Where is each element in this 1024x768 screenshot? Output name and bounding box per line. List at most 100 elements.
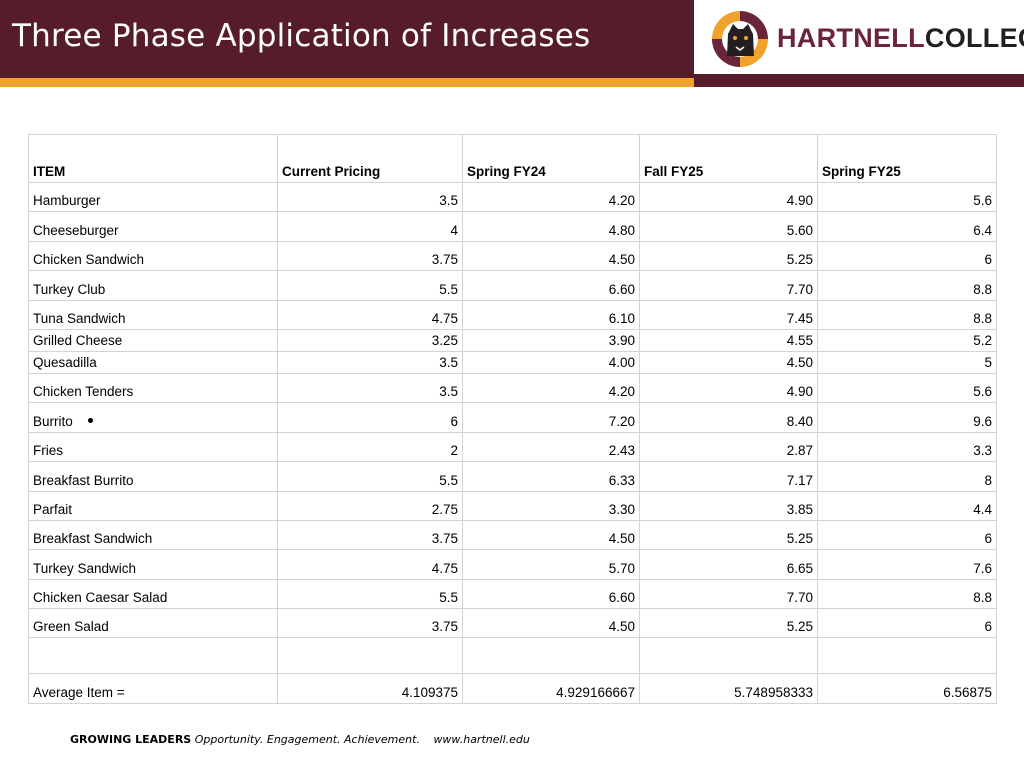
footer: GROWING LEADERS Opportunity. Engagement.… — [70, 733, 530, 746]
spring-fy25-price: 5 — [817, 350, 997, 374]
average-spring-fy24: 4.929166667 — [462, 673, 640, 704]
current-price: 3.5 — [277, 372, 463, 404]
spring-fy25-price: 5.2 — [817, 328, 997, 352]
fall-fy25-price: 6.65 — [639, 549, 818, 580]
current-price: 5.5 — [277, 270, 463, 301]
spring-fy25-price: 6 — [817, 240, 997, 272]
column-header-current-pricing: Current Pricing — [277, 134, 463, 183]
current-price: 3.75 — [277, 519, 463, 551]
table-row: Cheeseburger 4 4.80 5.60 6.4 — [28, 211, 997, 242]
footer-tagline: Opportunity. Engagement. Achievement. — [194, 733, 420, 746]
fall-fy25-price: 5.25 — [639, 608, 818, 639]
spring-fy24-price: 4.50 — [462, 519, 640, 551]
fall-fy25-price: 4.90 — [639, 372, 818, 404]
fall-fy25-price: 8.40 — [639, 402, 818, 433]
spring-fy25-price: 8.8 — [817, 578, 997, 610]
footer-growing-leaders: GROWING LEADERS — [70, 733, 192, 746]
table-row: Breakfast Sandwich 3.75 4.50 5.25 6 — [28, 519, 997, 551]
fall-fy25-price: 3.85 — [639, 490, 818, 521]
item-name: Cheeseburger — [28, 211, 278, 242]
empty-row — [28, 637, 997, 675]
table-row: Turkey Sandwich 4.75 5.70 6.65 7.6 — [28, 549, 997, 580]
spring-fy25-price: 6 — [817, 519, 997, 551]
average-row: Average Item = 4.109375 4.929166667 5.74… — [28, 673, 997, 704]
item-name: Burrito — [28, 402, 278, 433]
item-name: Turkey Club — [28, 270, 278, 301]
table-row: Chicken Sandwich 3.75 4.50 5.25 6 — [28, 240, 997, 272]
current-price: 3.75 — [277, 608, 463, 639]
table-row: Tuna Sandwich 4.75 6.10 7.45 8.8 — [28, 299, 997, 330]
table-row: Breakfast Burrito 5.5 6.33 7.17 8 — [28, 461, 997, 492]
table-row: Green Salad 3.75 4.50 5.25 6 — [28, 608, 997, 639]
spring-fy24-price: 7.20 — [462, 402, 640, 433]
spring-fy25-price: 6.4 — [817, 211, 997, 242]
spring-fy25-price: 4.4 — [817, 490, 997, 521]
item-name: Chicken Caesar Salad — [28, 578, 278, 610]
header-band — [0, 0, 694, 78]
spring-fy25-price: 8.8 — [817, 299, 997, 330]
spring-fy25-price: 3.3 — [817, 431, 997, 463]
item-name: Breakfast Burrito — [28, 461, 278, 492]
average-current: 4.109375 — [277, 673, 463, 704]
item-name: Hamburger — [28, 181, 278, 213]
table-header-row: ITEM Current Pricing Spring FY24 Fall FY… — [28, 134, 997, 183]
fall-fy25-price: 4.50 — [639, 350, 818, 374]
table-row: Burrito 6 7.20 8.40 9.6 — [28, 402, 997, 433]
spring-fy24-price: 6.33 — [462, 461, 640, 492]
fall-fy25-price: 5.25 — [639, 519, 818, 551]
table-row: Hamburger 3.5 4.20 4.90 5.6 — [28, 181, 997, 213]
column-header-fall-fy25: Fall FY25 — [639, 134, 818, 183]
spring-fy25-price: 5.6 — [817, 372, 997, 404]
average-fall-fy25: 5.748958333 — [639, 673, 818, 704]
bullet-dot-icon — [88, 418, 93, 423]
header-right-band — [694, 74, 1024, 87]
spring-fy24-price: 4.20 — [462, 372, 640, 404]
current-price: 2 — [277, 431, 463, 463]
item-name: Grilled Cheese — [28, 328, 278, 352]
table-row: Quesadilla 3.5 4.00 4.50 5 — [28, 350, 997, 374]
fall-fy25-price: 7.45 — [639, 299, 818, 330]
fall-fy25-price: 5.60 — [639, 211, 818, 242]
spring-fy24-price: 2.43 — [462, 431, 640, 463]
current-price: 4 — [277, 211, 463, 242]
spring-fy24-price: 4.80 — [462, 211, 640, 242]
table-row: Parfait 2.75 3.30 3.85 4.4 — [28, 490, 997, 521]
spring-fy25-price: 8 — [817, 461, 997, 492]
column-header-spring-fy24: Spring FY24 — [462, 134, 640, 183]
orange-rule — [0, 78, 694, 87]
fall-fy25-price: 2.87 — [639, 431, 818, 463]
footer-url[interactable]: www.hartnell.edu — [433, 733, 530, 746]
fall-fy25-price: 5.25 — [639, 240, 818, 272]
item-name: Tuna Sandwich — [28, 299, 278, 330]
table-row: Chicken Tenders 3.5 4.20 4.90 5.6 — [28, 372, 997, 404]
current-price: 3.5 — [277, 181, 463, 213]
spring-fy24-price: 6.60 — [462, 270, 640, 301]
spring-fy24-price: 6.10 — [462, 299, 640, 330]
current-price: 5.5 — [277, 461, 463, 492]
spring-fy24-price: 4.20 — [462, 181, 640, 213]
current-price: 3.5 — [277, 350, 463, 374]
logo-wordmark: HARTNELLCOLLEGE — [777, 23, 1024, 54]
item-name: Fries — [28, 431, 278, 463]
fall-fy25-price: 4.90 — [639, 181, 818, 213]
spring-fy24-price: 3.30 — [462, 490, 640, 521]
page-title: Three Phase Application of Increases — [12, 18, 591, 54]
item-name: Quesadilla — [28, 350, 278, 374]
spring-fy24-price: 3.90 — [462, 328, 640, 352]
item-name: Parfait — [28, 490, 278, 521]
current-price: 5.5 — [277, 578, 463, 610]
average-spring-fy25: 6.56875 — [817, 673, 997, 704]
item-name: Green Salad — [28, 608, 278, 639]
fall-fy25-price: 4.55 — [639, 328, 818, 352]
item-name: Chicken Sandwich — [28, 240, 278, 272]
logo-text-hartnell: HARTNELL — [777, 23, 925, 53]
spring-fy24-price: 4.50 — [462, 240, 640, 272]
current-price: 4.75 — [277, 299, 463, 330]
spring-fy24-price: 4.00 — [462, 350, 640, 374]
current-price: 3.75 — [277, 240, 463, 272]
hartnell-logo: HARTNELLCOLLEGE — [706, 8, 1024, 70]
spring-fy25-price: 9.6 — [817, 402, 997, 433]
spring-fy25-price: 8.8 — [817, 270, 997, 301]
current-price: 3.25 — [277, 328, 463, 352]
average-label: Average Item = — [28, 673, 278, 704]
